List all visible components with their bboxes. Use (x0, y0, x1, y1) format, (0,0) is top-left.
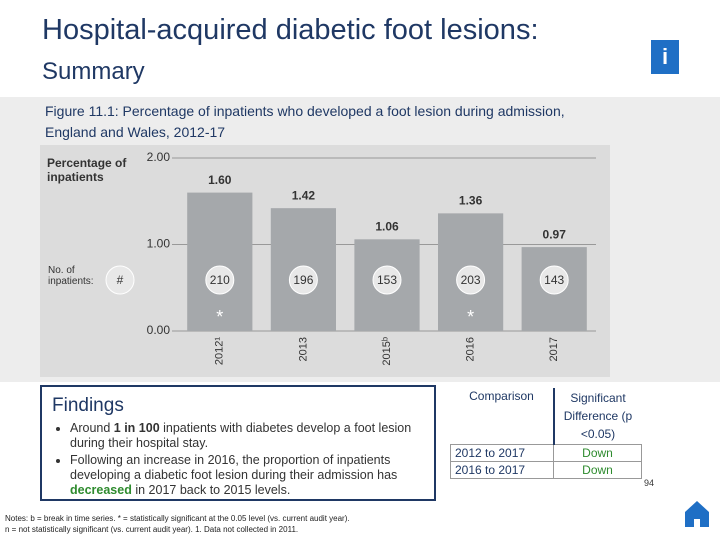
y-axis-label: Percentage of inpatients (47, 156, 127, 184)
y-tick-label: 0.00 (147, 323, 171, 337)
significance-mark: * (467, 307, 474, 327)
count-label-circle (288, 265, 318, 295)
x-tick-label: 2017 (548, 337, 560, 361)
x-tick-label: 2015ᵇ (381, 337, 393, 366)
value-label: 1.60 (208, 173, 232, 187)
table-cell: 2016 to 2017 (450, 461, 554, 479)
count-label-circle (539, 265, 569, 295)
x-tick-label: 2013 (297, 337, 309, 361)
table-header: Significant Difference (p <0.05) (563, 391, 633, 441)
y-tick-label: 2.00 (147, 150, 171, 164)
finding: Around 1 in 100 inpatients with diabetes… (70, 421, 424, 451)
findings-box: Findings Around 1 in 100 inpatients with… (40, 385, 436, 501)
emphasis: 1 in 100 (113, 421, 160, 435)
value-label: 1.36 (459, 194, 483, 208)
text: in 2017 back to 2015 levels. (131, 483, 291, 497)
text: Following an increase in 2016, the propo… (70, 453, 398, 482)
figure-subtitle: England and Wales, 2012-17 (45, 124, 226, 140)
count-label-circle (456, 265, 486, 295)
n-symbol-circle (105, 265, 135, 295)
x-tick-label: 2012¹ (214, 337, 226, 365)
notes: Notes: b = break in time series. * = sta… (5, 513, 350, 535)
n-symbol: # (117, 273, 124, 287)
note: Notes: b = break in time series. * = sta… (5, 514, 350, 523)
y-tick-label: 1.00 (147, 237, 171, 251)
findings-title: Findings (52, 395, 124, 416)
bar (187, 192, 253, 331)
count-label-circle (205, 265, 235, 295)
emphasis: decreased (70, 483, 132, 497)
page-number: 94 (644, 478, 655, 488)
comparison-table: Comparison Significant Difference (p <0.0… (450, 388, 642, 479)
info-icon[interactable] (651, 40, 679, 74)
finding: Following an increase in 2016, the propo… (70, 453, 424, 498)
significance-mark: * (216, 307, 223, 327)
table-header: Comparison (450, 388, 555, 445)
n-label: No. of inpatients: (48, 265, 94, 287)
value-label: 1.42 (292, 188, 316, 202)
x-tick-label: 2016 (465, 337, 477, 361)
count-label: 203 (461, 273, 481, 287)
table-cell: Down (553, 461, 642, 479)
value-label: 0.97 (543, 227, 567, 241)
table-cell: 2012 to 2017 (450, 444, 554, 462)
text: inpatients with diabetes develop a foot … (70, 421, 412, 450)
note: n = not statistically significant (vs. c… (5, 525, 299, 534)
figure-title: Figure 11.1: Percentage of inpatients wh… (45, 103, 565, 119)
count-label-circle (372, 265, 402, 295)
info-icon-text: i (662, 44, 668, 69)
value-label: 1.06 (375, 219, 399, 233)
home-icon[interactable] (685, 501, 709, 527)
count-label: 143 (544, 273, 564, 287)
findings-list: Around 1 in 100 inpatients with diabetes… (52, 421, 424, 498)
table-cell: Down (553, 444, 642, 462)
count-label: 196 (293, 273, 313, 287)
subtitle: Summary (42, 58, 145, 85)
count-label: 153 (377, 273, 397, 287)
text: Around (70, 421, 114, 435)
count-label: 210 (210, 273, 230, 287)
title: Hospital-acquired diabetic foot lesions: (42, 14, 539, 46)
